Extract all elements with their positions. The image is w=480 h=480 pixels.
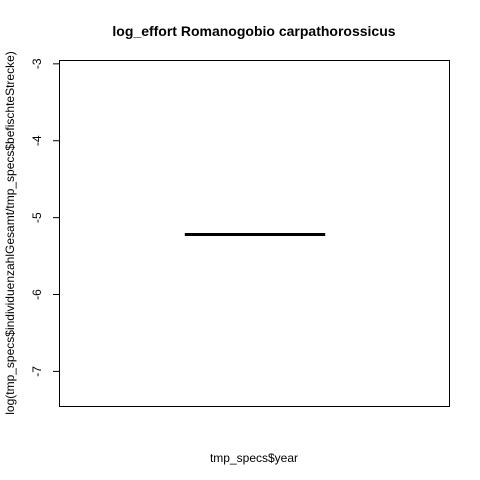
plot-frame [59, 60, 450, 407]
y-axis-label: log(tmp_specs$individuenzahlGesamt/tmp_s… [3, 51, 17, 415]
y-tick-label: -3 [30, 58, 44, 69]
x-axis-label: tmp_specs$year [210, 451, 298, 465]
y-tick-label: -5 [30, 212, 44, 223]
y-axis: -3 -4 -5 -6 -7 [30, 58, 60, 377]
y-tick-label: -6 [30, 289, 44, 300]
y-tick-label: -7 [30, 366, 44, 377]
y-tick-label: -4 [30, 135, 44, 146]
chart-title: log_effort Romanogobio carpathorossicus [112, 23, 395, 39]
